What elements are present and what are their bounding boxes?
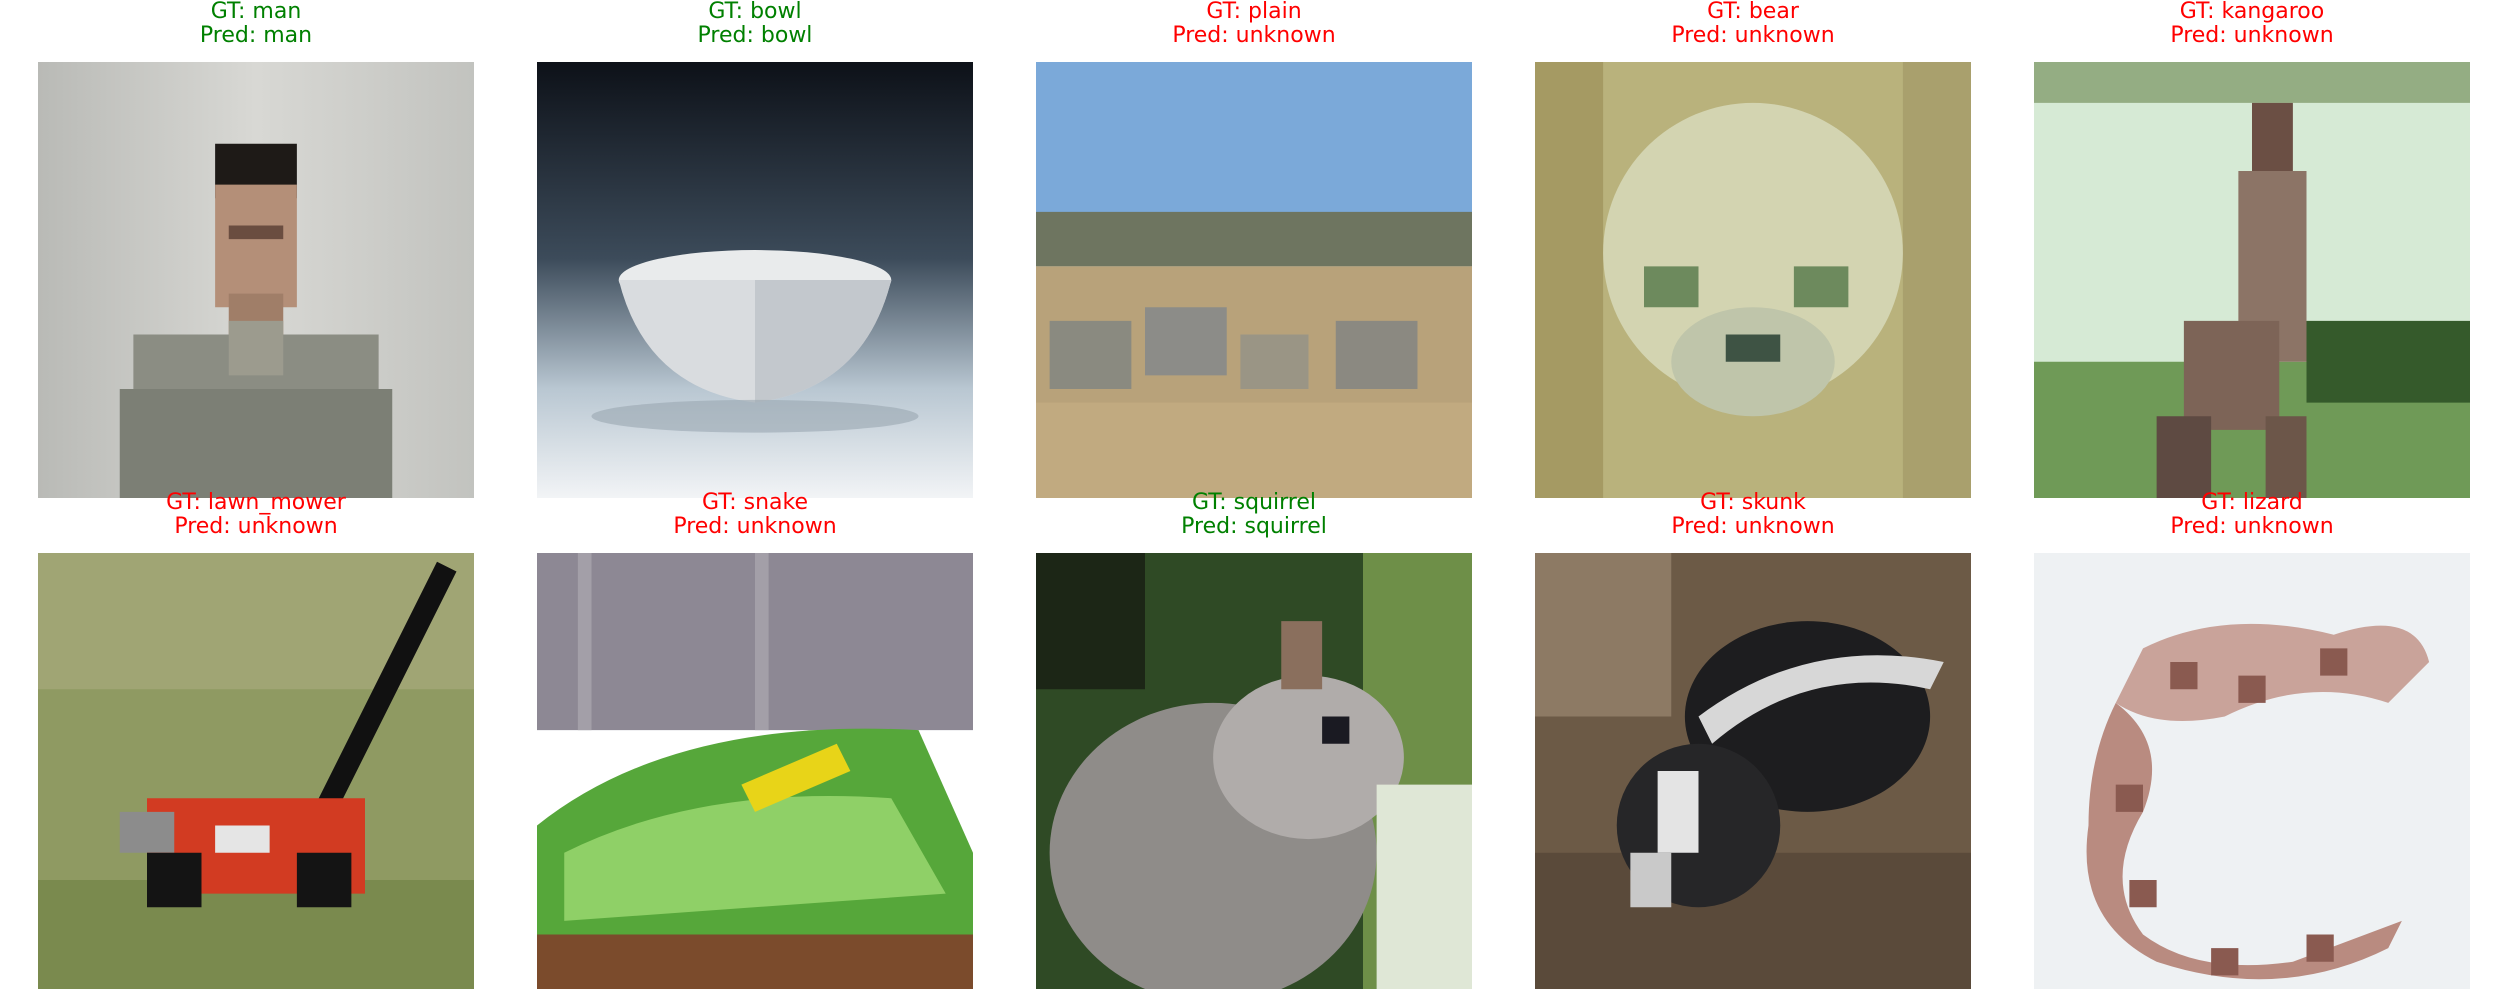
sample-image-squirrel	[1036, 553, 1472, 989]
sample-caption: GT: lawn_mower Pred: unknown	[38, 491, 474, 539]
prediction-label: Pred: unknown	[2170, 514, 2334, 539]
prediction-label: Pred: unknown	[2170, 23, 2334, 48]
sample-image-lawn-mower	[38, 553, 474, 989]
ground-truth-label: GT: plain	[1206, 0, 1302, 24]
prediction-label: Pred: unknown	[174, 514, 338, 539]
sample-image-bear	[1535, 62, 1971, 498]
sample-caption: GT: lizard Pred: unknown	[2034, 491, 2470, 539]
ground-truth-label: GT: man	[210, 0, 302, 24]
ground-truth-label: GT: kangaroo	[2179, 0, 2325, 24]
sample-image-snake	[537, 553, 973, 989]
sample-caption: GT: snake Pred: unknown	[537, 491, 973, 539]
ground-truth-label: GT: lizard	[2201, 490, 2303, 515]
sample-caption: GT: bear Pred: unknown	[1535, 0, 1971, 48]
prediction-label: Pred: man	[199, 23, 313, 48]
prediction-label: Pred: bowl	[697, 23, 813, 48]
prediction-label: Pred: unknown	[673, 514, 837, 539]
ground-truth-label: GT: bowl	[708, 0, 802, 24]
ground-truth-label: GT: lawn_mower	[166, 490, 346, 515]
sample-caption: GT: kangaroo Pred: unknown	[2034, 0, 2470, 48]
sample-caption: GT: plain Pred: unknown	[1036, 0, 1472, 48]
sample-image-skunk	[1535, 553, 1971, 989]
sample-image-plain	[1036, 62, 1472, 498]
ground-truth-label: GT: squirrel	[1191, 490, 1317, 515]
prediction-label: Pred: unknown	[1671, 514, 1835, 539]
sample-image-kangaroo	[2034, 62, 2470, 498]
sample-caption: GT: squirrel Pred: squirrel	[1036, 491, 1472, 539]
prediction-label: Pred: squirrel	[1181, 514, 1327, 539]
prediction-label: Pred: unknown	[1172, 23, 1336, 48]
sample-caption: GT: skunk Pred: unknown	[1535, 491, 1971, 539]
sample-caption: GT: bowl Pred: bowl	[537, 0, 973, 48]
sample-image-lizard	[2034, 553, 2470, 989]
sample-image-man	[38, 62, 474, 498]
sample-image-bowl	[537, 62, 973, 498]
ground-truth-label: GT: skunk	[1700, 490, 1806, 515]
ground-truth-label: GT: snake	[701, 490, 809, 515]
sample-caption: GT: man Pred: man	[38, 0, 474, 48]
ground-truth-label: GT: bear	[1707, 0, 1799, 24]
prediction-label: Pred: unknown	[1671, 23, 1835, 48]
